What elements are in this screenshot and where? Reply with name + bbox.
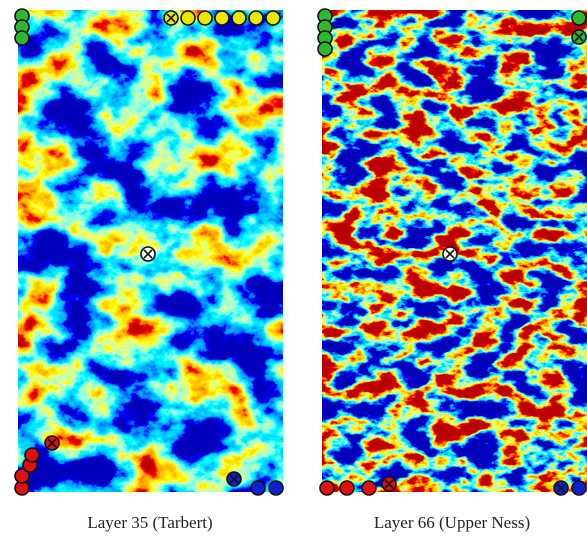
- producer: [361, 480, 377, 496]
- producer: [317, 41, 333, 57]
- producer: [14, 30, 30, 46]
- producer: [180, 10, 196, 26]
- producer: [214, 10, 230, 26]
- caption: Layer 66 (Upper Ness): [374, 513, 530, 532]
- producer: [24, 447, 40, 463]
- producer: [197, 10, 213, 26]
- caption: Layer 35 (Tarbert): [87, 513, 212, 532]
- wells-right: [317, 8, 587, 496]
- producer: [248, 10, 264, 26]
- producer: [339, 480, 355, 496]
- producer: [231, 10, 247, 26]
- producer: [571, 480, 587, 496]
- producer: [265, 10, 281, 26]
- producer: [571, 10, 587, 26]
- wells-left: [14, 8, 284, 496]
- producer: [268, 480, 284, 496]
- producer: [319, 480, 335, 496]
- producer: [14, 468, 30, 484]
- producer: [250, 480, 266, 496]
